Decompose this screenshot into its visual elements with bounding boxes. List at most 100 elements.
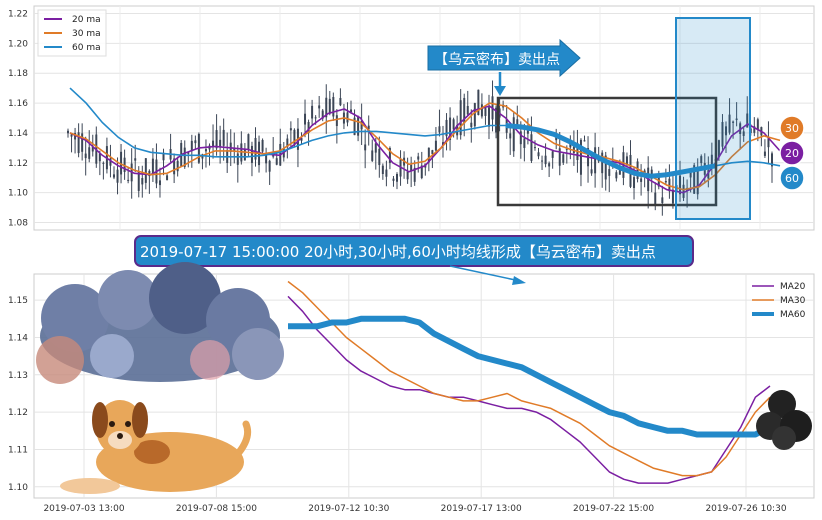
bottom-series-line-MA20 bbox=[287, 295, 771, 484]
candle-body bbox=[594, 147, 597, 174]
dark-cloud-puff-top bbox=[768, 390, 796, 418]
candle-body bbox=[311, 105, 314, 119]
bottom-x-tick-label: 2019-07-12 10:30 bbox=[308, 504, 389, 514]
candle-body bbox=[254, 137, 257, 160]
bottom-series-line-MA30 bbox=[287, 280, 771, 477]
candle-body bbox=[300, 138, 303, 141]
candle-body bbox=[551, 151, 554, 158]
ma-badges: 30 20 60 bbox=[779, 115, 805, 191]
cloud-puff-light bbox=[90, 334, 134, 378]
candle-body bbox=[410, 164, 413, 172]
candle-body bbox=[668, 178, 671, 192]
candle-body bbox=[427, 147, 430, 163]
top-chart-grid bbox=[34, 6, 814, 230]
candle-body bbox=[102, 162, 105, 164]
highlight-region-box bbox=[675, 17, 751, 220]
candle-body bbox=[548, 163, 551, 167]
bottom-chart-series bbox=[287, 280, 772, 484]
candle-body bbox=[396, 174, 399, 182]
candle-body bbox=[374, 143, 377, 153]
candle-body bbox=[470, 122, 473, 128]
candle-body bbox=[88, 147, 91, 159]
candle-body bbox=[141, 178, 144, 185]
candle-body bbox=[286, 138, 289, 148]
candle-body bbox=[541, 160, 544, 162]
candle-body bbox=[318, 105, 321, 109]
candle-body bbox=[307, 121, 310, 134]
cloud-puff-pink bbox=[190, 340, 230, 380]
candle-body bbox=[392, 178, 395, 181]
candle-body bbox=[516, 119, 519, 125]
candle-body bbox=[728, 114, 731, 133]
candle-body bbox=[512, 117, 515, 152]
candle-body bbox=[615, 172, 618, 179]
bottom-y-tick-label: 1.13 bbox=[8, 371, 28, 381]
candle-body bbox=[247, 134, 250, 151]
candle-body bbox=[236, 153, 239, 165]
candle-body bbox=[332, 96, 335, 117]
candle-body bbox=[314, 117, 317, 119]
banner-pointer-line bbox=[449, 265, 521, 282]
candle-body bbox=[484, 108, 487, 116]
legend-label-60ma: 60 ma bbox=[72, 43, 101, 53]
candle-body bbox=[321, 110, 324, 119]
candle-body bbox=[127, 179, 130, 181]
bottom-y-tick-label: 1.10 bbox=[8, 483, 28, 493]
top-chart-y-axis: 1.08 1.10 1.12 1.14 1.16 1.18 1.20 1.22 bbox=[8, 9, 28, 228]
bottom-y-tick-label: 1.14 bbox=[8, 333, 28, 343]
candle-body bbox=[441, 142, 444, 146]
candle-body bbox=[144, 158, 147, 183]
candle-body bbox=[148, 170, 151, 177]
cloud-puff-far-right bbox=[232, 328, 284, 380]
candle-body bbox=[601, 152, 604, 174]
candle-body bbox=[756, 119, 759, 130]
candle-body bbox=[664, 181, 667, 183]
cloud-puff-mid-left bbox=[98, 270, 158, 330]
cloud-puff-warm bbox=[36, 336, 84, 384]
candle-body bbox=[735, 118, 738, 121]
candle-body bbox=[219, 139, 222, 148]
candle-body bbox=[721, 121, 724, 147]
dog-eye-left bbox=[109, 421, 115, 427]
cloud-puff-mid bbox=[149, 262, 221, 334]
candle-body bbox=[212, 140, 215, 147]
candle-body bbox=[335, 115, 338, 127]
candle-body bbox=[679, 175, 682, 195]
candle-body bbox=[618, 170, 621, 175]
candle-body bbox=[350, 109, 353, 113]
candle-body bbox=[353, 117, 356, 136]
candle-body bbox=[222, 129, 225, 146]
candle-body bbox=[357, 117, 360, 136]
top-y-tick-label: 1.10 bbox=[8, 189, 28, 199]
dog-ear-left bbox=[92, 402, 108, 438]
candle-body bbox=[438, 126, 441, 133]
candle-body bbox=[562, 154, 565, 163]
dog-muzzle bbox=[108, 431, 132, 449]
storm-cloud-illustration bbox=[36, 262, 284, 384]
candle-body bbox=[134, 158, 137, 161]
banner-label: 2019-07-17 15:00:00 20小时,30小时,60小时均线形成【乌… bbox=[140, 243, 656, 261]
candle-body bbox=[388, 147, 391, 163]
dog-ear-right bbox=[132, 402, 148, 438]
candle-body bbox=[555, 136, 558, 141]
candle-body bbox=[693, 165, 696, 194]
candle-body bbox=[583, 140, 586, 142]
candle-body bbox=[420, 165, 423, 179]
candle-body bbox=[70, 134, 73, 137]
candle-body bbox=[725, 126, 728, 136]
candle-body bbox=[166, 175, 169, 181]
dog-eye-right bbox=[125, 421, 131, 427]
candle-body bbox=[385, 169, 388, 177]
badge-30-label: 30 bbox=[785, 122, 799, 135]
bottom-y-tick-label: 1.15 bbox=[8, 296, 28, 306]
candle-body bbox=[732, 121, 735, 123]
cloud-puff-left bbox=[41, 284, 109, 352]
dark-cloud-illustration bbox=[756, 390, 812, 450]
candle-body bbox=[265, 154, 268, 164]
legend-label-ma20: MA20 bbox=[780, 282, 806, 292]
candle-body bbox=[120, 151, 123, 175]
candle-body bbox=[137, 171, 140, 191]
bottom-chart-legend: MA20 MA30 MA60 bbox=[752, 282, 806, 320]
candle-body bbox=[325, 97, 328, 118]
candle-body bbox=[579, 139, 582, 175]
